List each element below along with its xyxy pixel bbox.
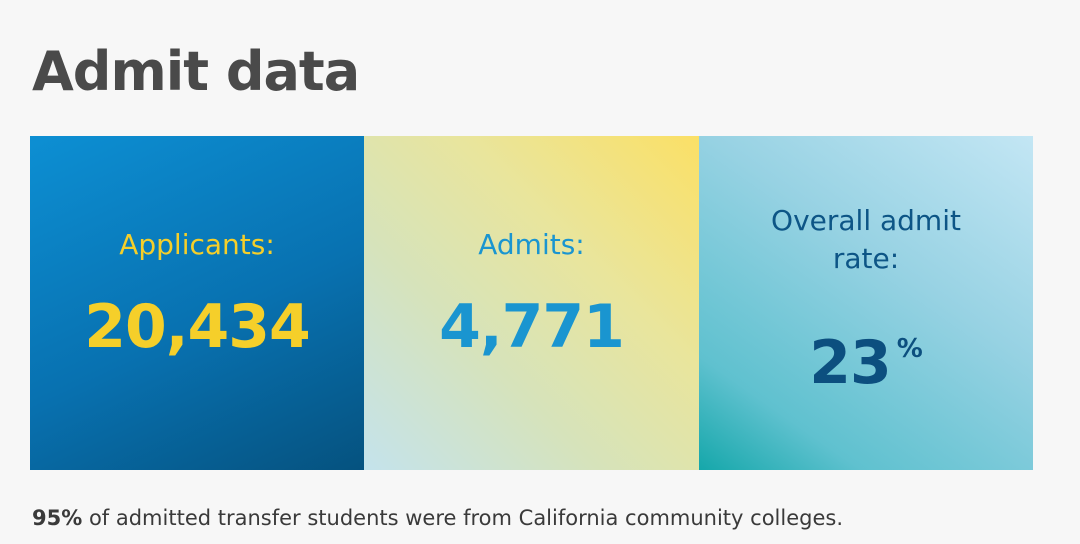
admit-rate-value: 23	[809, 328, 891, 398]
footnote-text: of admitted transfer students were from …	[82, 506, 843, 530]
applicants-card: Applicants: 20,434	[30, 136, 364, 470]
stats-row: Applicants: 20,434 Admits: 4,771 Overall…	[30, 136, 1033, 470]
applicants-value: 20,434	[84, 292, 311, 362]
admits-card: Admits: 4,771	[364, 136, 699, 470]
page-title: Admit data	[32, 40, 360, 103]
admits-value: 4,771	[439, 292, 625, 362]
admit-rate-value-wrapper: 23%	[699, 314, 1033, 398]
footnote-emphasis: 95%	[32, 506, 83, 530]
applicants-label: Applicants:	[119, 228, 275, 261]
admit-rate-percent-sign: %	[896, 334, 923, 364]
admit-rate-card: Overall admit rate: 23%	[699, 136, 1033, 470]
admit-rate-label: Overall admit rate:	[771, 204, 961, 275]
admits-label: Admits:	[478, 228, 585, 261]
footnote: 95% of admitted transfer students were f…	[32, 502, 843, 534]
